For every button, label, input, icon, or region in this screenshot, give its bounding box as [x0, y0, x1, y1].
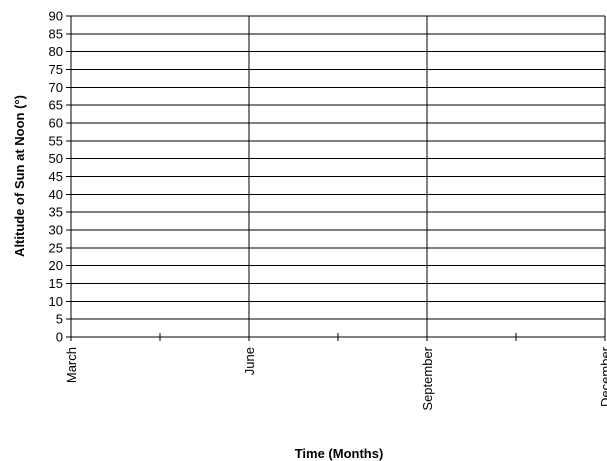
y-tick-label-10: 10: [49, 294, 63, 309]
y-tick-label-0: 0: [56, 330, 63, 345]
y-tick-label-35: 35: [49, 205, 63, 220]
x-tick-label-june: June: [242, 347, 257, 375]
axes: [66, 15, 606, 341]
y-tick-label-85: 85: [49, 26, 63, 41]
x-axis-title: Time (Months): [295, 446, 384, 461]
y-tick-label-75: 75: [49, 62, 63, 77]
y-tick-label-70: 70: [49, 80, 63, 95]
grid: [71, 15, 606, 337]
y-tick-label-55: 55: [49, 133, 63, 148]
y-axis-title: Altitude of Sun at Noon (°): [12, 95, 27, 257]
x-tick-labels: March June September December: [64, 346, 607, 410]
y-tick-label-30: 30: [49, 223, 63, 238]
y-tick-label-40: 40: [49, 187, 63, 202]
y-tick-label-25: 25: [49, 240, 63, 255]
y-tick-label-5: 5: [56, 312, 63, 327]
y-tick-label-20: 20: [49, 258, 63, 273]
y-tick-label-15: 15: [49, 276, 63, 291]
y-tick-label-80: 80: [49, 44, 63, 59]
y-tick-label-50: 50: [49, 151, 63, 166]
x-tick-label-september: September: [420, 346, 435, 410]
y-tick-label-90: 90: [49, 9, 63, 24]
y-tick-label-65: 65: [49, 98, 63, 113]
x-tick-label-march: March: [64, 347, 79, 383]
y-tick-labels: 0 5 10 15 20 25 30 35 40 45 50 55 60 65 70 75 80 85 90: [49, 9, 63, 345]
x-tick-label-december: December: [598, 346, 607, 407]
y-tick-label-60: 60: [49, 116, 63, 131]
y-tick-label-45: 45: [49, 169, 63, 184]
